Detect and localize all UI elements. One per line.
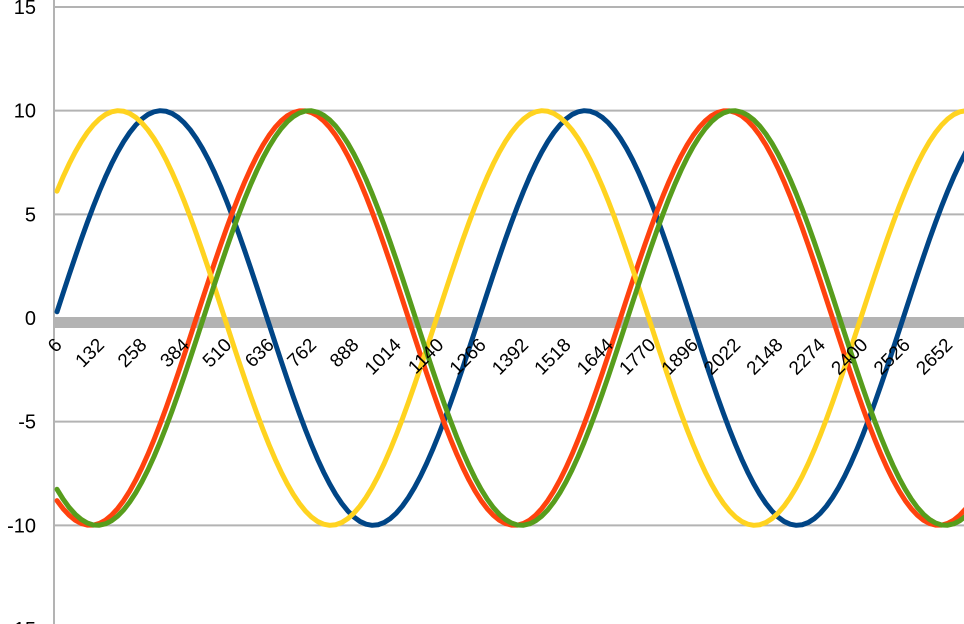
series-line-4 — [54, 108, 964, 528]
series-line-1 — [54, 108, 964, 528]
x-axis-line — [54, 317, 964, 328]
x-tick-label: 1266 — [446, 335, 491, 380]
series-lines — [54, 108, 964, 528]
x-tick-label: 258 — [114, 335, 151, 372]
x-axis-tick-labels: 6 132 258 384 510 636 762 888101411401266139215… — [44, 334, 957, 379]
series-line-3 — [54, 108, 964, 528]
x-tick-label: 6 — [44, 335, 66, 357]
x-tick-label: 888 — [326, 335, 363, 372]
y-tick-label: -5 — [18, 412, 36, 434]
x-tick-label: 2526 — [870, 335, 915, 380]
x-tick-label: 2274 — [785, 334, 830, 379]
x-tick-label: 1518 — [531, 335, 576, 380]
y-tick-label: -10 — [7, 515, 36, 537]
axes — [53, 0, 964, 624]
x-tick-label: 1014 — [361, 334, 406, 379]
x-tick-label: 2652 — [912, 335, 957, 380]
y-tick-label: 15 — [14, 0, 36, 19]
x-tick-label: 1392 — [488, 335, 533, 380]
x-tick-label: 2148 — [743, 335, 788, 380]
x-tick-label: 132 — [72, 335, 109, 372]
gridlines — [54, 6, 964, 527]
y-tick-label: 5 — [25, 204, 36, 226]
y-tick-label: -15 — [7, 619, 36, 624]
y-tick-label: 0 — [25, 308, 36, 330]
y-tick-label: 10 — [14, 101, 36, 123]
y-axis-tick-labels: 15 10 5 0 -5 -10 -15 — [7, 0, 36, 624]
x-tick-label: 762 — [284, 335, 321, 372]
